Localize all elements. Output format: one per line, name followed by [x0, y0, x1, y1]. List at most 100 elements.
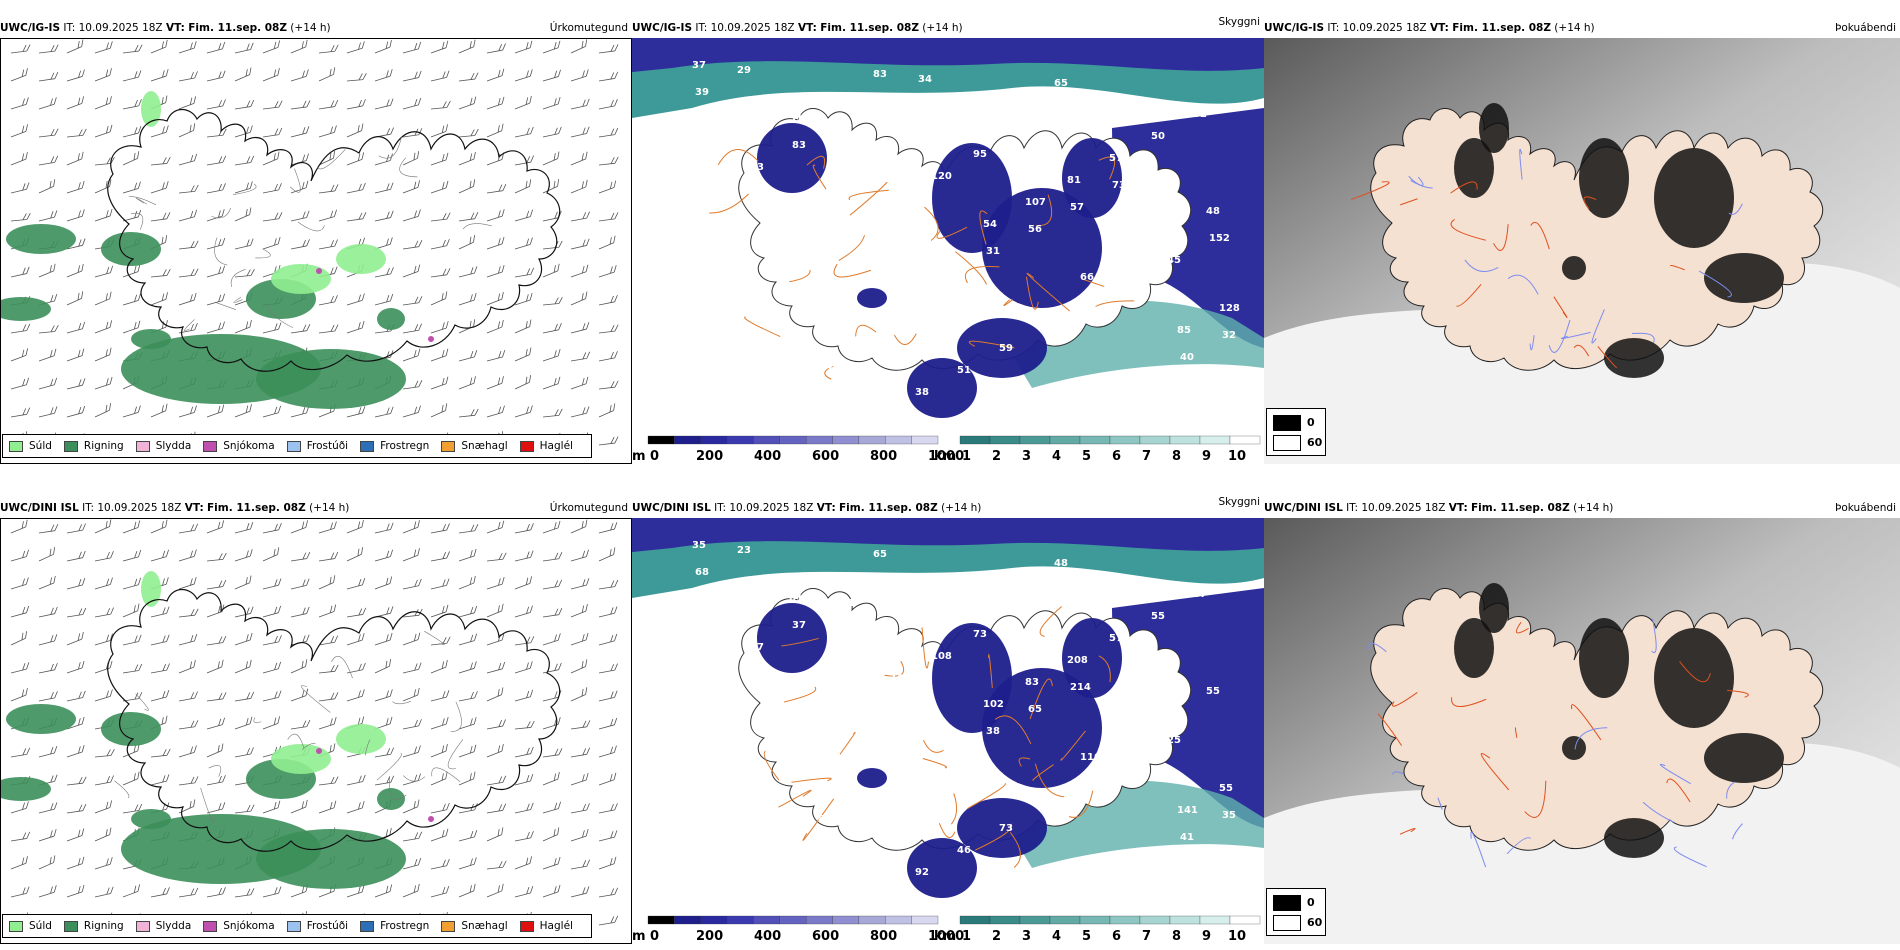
- river: [1632, 332, 1655, 344]
- wind-barb: [38, 606, 58, 618]
- wind-barb: [458, 691, 478, 702]
- wind-barb: [94, 660, 113, 674]
- wind-barb: [458, 72, 479, 82]
- fog-legend-label-0: 0: [1307, 896, 1315, 909]
- legend-label: Rigning: [83, 440, 124, 452]
- wind-barb: [514, 523, 534, 534]
- wind-barb: [458, 408, 479, 418]
- init-time: 10.09.2025 18Z: [1361, 502, 1446, 514]
- wind-barb: [234, 632, 253, 646]
- wind-barb: [206, 692, 227, 702]
- cloud-base-label: 41: [1180, 832, 1194, 843]
- wind-barb: [486, 183, 507, 194]
- wind-barb: [598, 99, 618, 110]
- visibility-swatch: [989, 915, 1021, 925]
- river: [1726, 781, 1735, 799]
- precip-area: [6, 704, 76, 734]
- cloud-base-label: 29: [737, 65, 751, 76]
- roads: [763, 606, 1111, 868]
- road: [1451, 697, 1487, 708]
- wind-barb: [486, 883, 504, 898]
- wind-barb: [206, 128, 227, 138]
- wind-barb: [122, 181, 141, 194]
- wind-barb: [94, 607, 114, 618]
- wind-barb: [458, 633, 478, 646]
- wind-barb: [66, 884, 85, 898]
- cloud-base-label: 61: [708, 664, 722, 675]
- wind-barb: [374, 127, 394, 138]
- wind-barb: [38, 44, 59, 54]
- visibility-tick: 3: [1022, 929, 1031, 944]
- cloud-base-label: 112: [763, 739, 784, 750]
- wind-barb: [374, 884, 393, 898]
- wind-barb: [206, 775, 226, 786]
- wind-barb: [346, 662, 366, 674]
- wind-barb: [514, 375, 531, 390]
- wind-barb: [598, 663, 618, 674]
- road: [1514, 726, 1518, 738]
- cloud-base-label: 32: [821, 361, 835, 372]
- wind-barb: [38, 210, 58, 222]
- road: [1679, 661, 1711, 683]
- road: [921, 627, 929, 669]
- wind-barb: [430, 321, 449, 334]
- cloud-base-label: 31: [863, 339, 877, 350]
- cloud-base-label: 68: [1012, 580, 1026, 591]
- cloud-base-label: 85: [1177, 325, 1191, 336]
- wind-barb: [178, 293, 197, 306]
- wind-barb: [206, 99, 226, 110]
- cloud-base-label: 116: [1080, 752, 1101, 763]
- wind-barb: [402, 520, 420, 534]
- river: [1506, 837, 1532, 855]
- cloud-base-swatch: [779, 915, 807, 925]
- cloud-base-tick: 400: [754, 929, 781, 944]
- wind-barb: [66, 69, 85, 82]
- wind-barb: [290, 100, 311, 110]
- river: [1659, 763, 1692, 785]
- wind-barb: [346, 607, 367, 618]
- wind-barb: [10, 549, 29, 562]
- model-name: UWC/DINI ISL: [0, 502, 79, 514]
- legend-label: Haglél: [539, 440, 573, 452]
- river: [1437, 797, 1443, 810]
- visibility-tick: 1: [962, 449, 971, 464]
- road: [1570, 704, 1602, 741]
- wind-barb: [486, 827, 504, 842]
- wind-barb: [234, 320, 252, 334]
- cloud-base-swatch: [911, 435, 939, 445]
- wind-barb: [346, 774, 366, 786]
- wind-barb: [402, 632, 421, 646]
- road: [848, 189, 889, 201]
- road: [709, 193, 749, 214]
- low-cloud-area: [1062, 618, 1122, 698]
- visibility-tick: 4: [1052, 929, 1061, 944]
- panel-type-title: Þokuábendi: [1835, 502, 1896, 514]
- wind-barb: [122, 126, 142, 138]
- wind-barb: [318, 521, 337, 534]
- cloud-base-label: 83: [792, 140, 806, 151]
- cloud-base-label: 38: [986, 726, 1000, 737]
- iceland-outline: [107, 588, 561, 852]
- road: [1098, 156, 1116, 180]
- road: [838, 235, 865, 261]
- road: [968, 340, 1015, 349]
- wind-barb: [318, 44, 339, 54]
- legend-item-snjókoma: Snjókoma: [203, 920, 275, 932]
- coastline: [107, 108, 561, 372]
- low-cloud-area: [957, 798, 1047, 858]
- road: [884, 660, 905, 677]
- wind-barb: [94, 403, 111, 418]
- visibility-tick: 5: [1082, 449, 1091, 464]
- wind-barb: [122, 99, 142, 110]
- wind-barb: [262, 578, 282, 590]
- wind-barb: [542, 69, 561, 82]
- wind-barb: [150, 549, 169, 562]
- road: [1515, 622, 1529, 634]
- road: [1060, 730, 1086, 761]
- wind-barb: [150, 748, 171, 758]
- wind-barb: [570, 803, 590, 814]
- cloud-base-label: 29: [886, 646, 900, 657]
- valid-time: Fim. 11.sep. 08Z: [839, 502, 938, 514]
- fog-patch: [1454, 618, 1494, 678]
- legend-item-rigning: Rigning: [63, 920, 124, 932]
